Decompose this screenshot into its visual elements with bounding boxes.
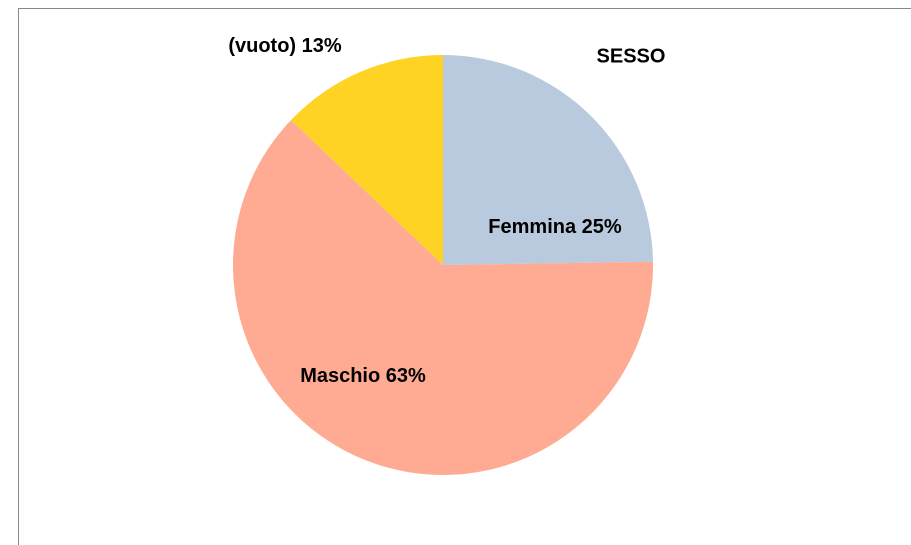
- slice-value: 13%: [302, 35, 342, 57]
- chart-title: SESSO: [597, 45, 666, 67]
- slice-name: Maschio: [300, 365, 380, 387]
- slice-label: (vuoto) 13%: [228, 35, 342, 57]
- slice-name: Femmina: [488, 216, 577, 238]
- pie-slice: [443, 55, 653, 265]
- pie-slice: [291, 54, 443, 265]
- slice-value: 25%: [582, 216, 622, 238]
- slice-name: (vuoto): [228, 35, 296, 57]
- chart-frame: [18, 8, 911, 545]
- slice-label: Femmina 25%: [488, 216, 622, 238]
- pie-slice: [233, 120, 653, 475]
- slice-value: 63%: [386, 365, 426, 387]
- slice-label: Maschio 63%: [300, 365, 426, 387]
